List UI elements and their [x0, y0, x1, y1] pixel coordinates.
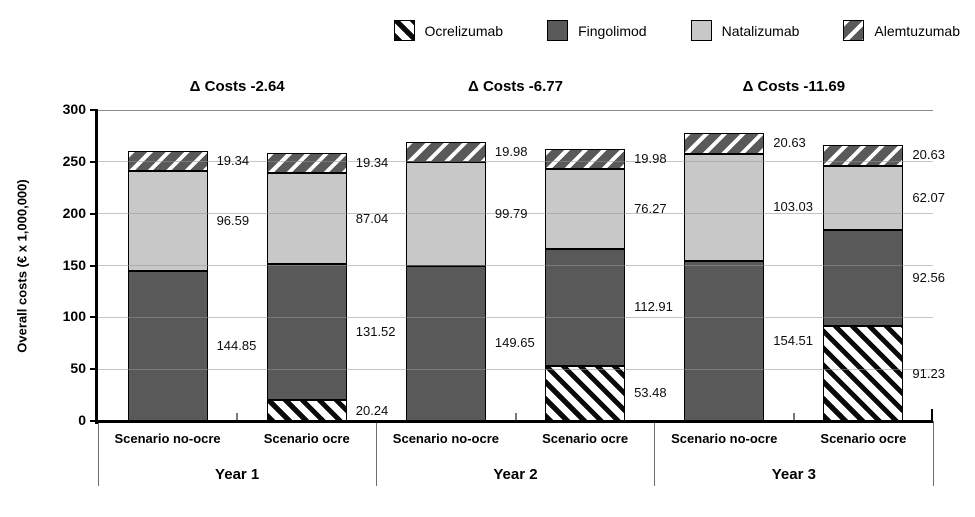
- plot-top-border: [98, 110, 933, 111]
- legend-item-fingolimod: Fingolimod: [547, 20, 647, 41]
- scenario-label: Scenario no-ocre: [114, 431, 221, 446]
- scenario-label: Scenario ocre: [820, 431, 907, 446]
- y-tick-label: 150: [62, 256, 86, 273]
- x-axis-line: [95, 420, 933, 423]
- value-label: 91.23: [912, 365, 945, 381]
- value-label: 19.34: [216, 152, 250, 168]
- legend-item-alemtuzumab: Alemtuzumab: [843, 20, 960, 41]
- gridline: [98, 213, 933, 215]
- bar-segment-alemtuzumab: [266, 153, 347, 174]
- fingolimod-solid-swatch-icon: [547, 20, 569, 41]
- scenario-label: Scenario ocre: [542, 431, 629, 446]
- legend-label-ocrelizumab: Ocrelizumab: [424, 22, 504, 39]
- value-label: 62.07: [912, 190, 945, 206]
- alemtuzumab-hatch-swatch-icon: [843, 20, 865, 41]
- delta-costs-label: Δ Costs -2.64: [189, 78, 285, 95]
- y-tick-mark: [90, 420, 98, 422]
- year-label: Year 1: [215, 466, 260, 483]
- y-tick-mark: [90, 316, 98, 319]
- y-tick-mark: [90, 368, 98, 371]
- y-tick-mark: [90, 264, 98, 267]
- value-label: 20.24: [355, 402, 389, 418]
- bar-segment-natalizumab: [127, 170, 208, 271]
- group-center-tick: [514, 413, 517, 421]
- value-label: 131.52: [355, 323, 396, 339]
- natalizumab-solid-swatch-icon: [690, 20, 712, 41]
- value-label: 96.59: [216, 212, 250, 228]
- bar-segment-natalizumab: [684, 154, 765, 261]
- value-label: 19.34: [355, 155, 389, 171]
- bar-segment-natalizumab: [545, 169, 626, 249]
- scenario-label: Scenario no-ocre: [392, 431, 499, 446]
- bar-segment-alemtuzumab: [545, 148, 626, 170]
- y-tick-mark: [90, 212, 98, 215]
- value-label: 20.63: [912, 147, 945, 163]
- bar-segment-fingolimod: [127, 270, 208, 421]
- gridline: [98, 161, 933, 163]
- gridline: [98, 368, 933, 370]
- scenario-label: Scenario ocre: [263, 431, 350, 446]
- group-separator: [932, 421, 934, 486]
- year-label: Year 2: [493, 466, 538, 483]
- y-tick-label: 0: [78, 412, 86, 428]
- value-label: 20.63: [773, 135, 806, 151]
- group-separator: [97, 421, 99, 486]
- bar-segment-fingolimod: [684, 260, 765, 421]
- bar-segment-ocrelizumab: [266, 400, 347, 421]
- y-tick-label: 100: [62, 308, 86, 325]
- value-label: 87.04: [355, 210, 389, 226]
- bar-segment-alemtuzumab: [684, 132, 765, 154]
- year-label: Year 3: [771, 466, 816, 483]
- legend-item-ocrelizumab: Ocrelizumab: [393, 20, 504, 41]
- y-tick-mark: [90, 109, 98, 111]
- value-label: 99.79: [494, 206, 528, 222]
- value-label: 154.51: [773, 332, 814, 348]
- gridline: [98, 316, 933, 318]
- bar-segment-ocrelizumab: [545, 365, 626, 421]
- group-separator: [375, 421, 377, 486]
- y-tick-label: 300: [62, 101, 86, 117]
- group-center-tick: [236, 413, 239, 421]
- y-tick-label: 50: [70, 360, 86, 377]
- delta-costs-label: Δ Costs -6.77: [468, 78, 563, 95]
- bar-segment-alemtuzumab: [405, 141, 486, 163]
- y-axis-title: Overall costs (€ x 1,000,000): [14, 179, 30, 353]
- legend: Ocrelizumab Fingolimod Natalizumab Alemt…: [393, 20, 960, 41]
- bar-segment-natalizumab: [823, 166, 904, 231]
- bar-segment-fingolimod: [823, 230, 904, 327]
- bar-segment-natalizumab: [266, 173, 347, 264]
- legend-label-fingolimod: Fingolimod: [578, 22, 647, 39]
- y-tick-label: 250: [62, 152, 86, 169]
- delta-costs-label: Δ Costs -11.69: [742, 78, 846, 95]
- ocrelizumab-hatch-swatch-icon: [393, 20, 415, 41]
- bar-segment-fingolimod: [545, 248, 626, 366]
- value-label: 112.91: [634, 299, 673, 315]
- gridline: [98, 265, 933, 266]
- value-label: 19.98: [634, 151, 667, 167]
- value-label: 103.03: [773, 199, 814, 215]
- value-label: 92.56: [912, 270, 945, 286]
- value-label: 144.85: [216, 337, 257, 353]
- group-center-tick: [792, 413, 795, 421]
- bar-segment-alemtuzumab: [127, 150, 208, 171]
- value-label: 149.65: [494, 335, 535, 351]
- axis-end-tick: [931, 409, 933, 421]
- group-separator: [654, 421, 656, 486]
- value-label: 19.98: [494, 144, 528, 160]
- legend-label-alemtuzumab: Alemtuzumab: [874, 22, 960, 39]
- bar-segment-fingolimod: [266, 263, 347, 400]
- legend-label-natalizumab: Natalizumab: [721, 22, 800, 39]
- y-tick-mark: [90, 160, 98, 163]
- legend-item-natalizumab: Natalizumab: [690, 20, 800, 41]
- bar-segment-fingolimod: [405, 265, 486, 421]
- bar-segment-alemtuzumab: [823, 144, 904, 167]
- y-tick-label: 200: [62, 204, 86, 221]
- value-label: 76.27: [634, 200, 667, 216]
- y-axis-line: [95, 110, 98, 424]
- scenario-label: Scenario no-ocre: [671, 431, 778, 446]
- value-label: 53.48: [634, 385, 667, 401]
- bar-segment-ocrelizumab: [823, 326, 904, 421]
